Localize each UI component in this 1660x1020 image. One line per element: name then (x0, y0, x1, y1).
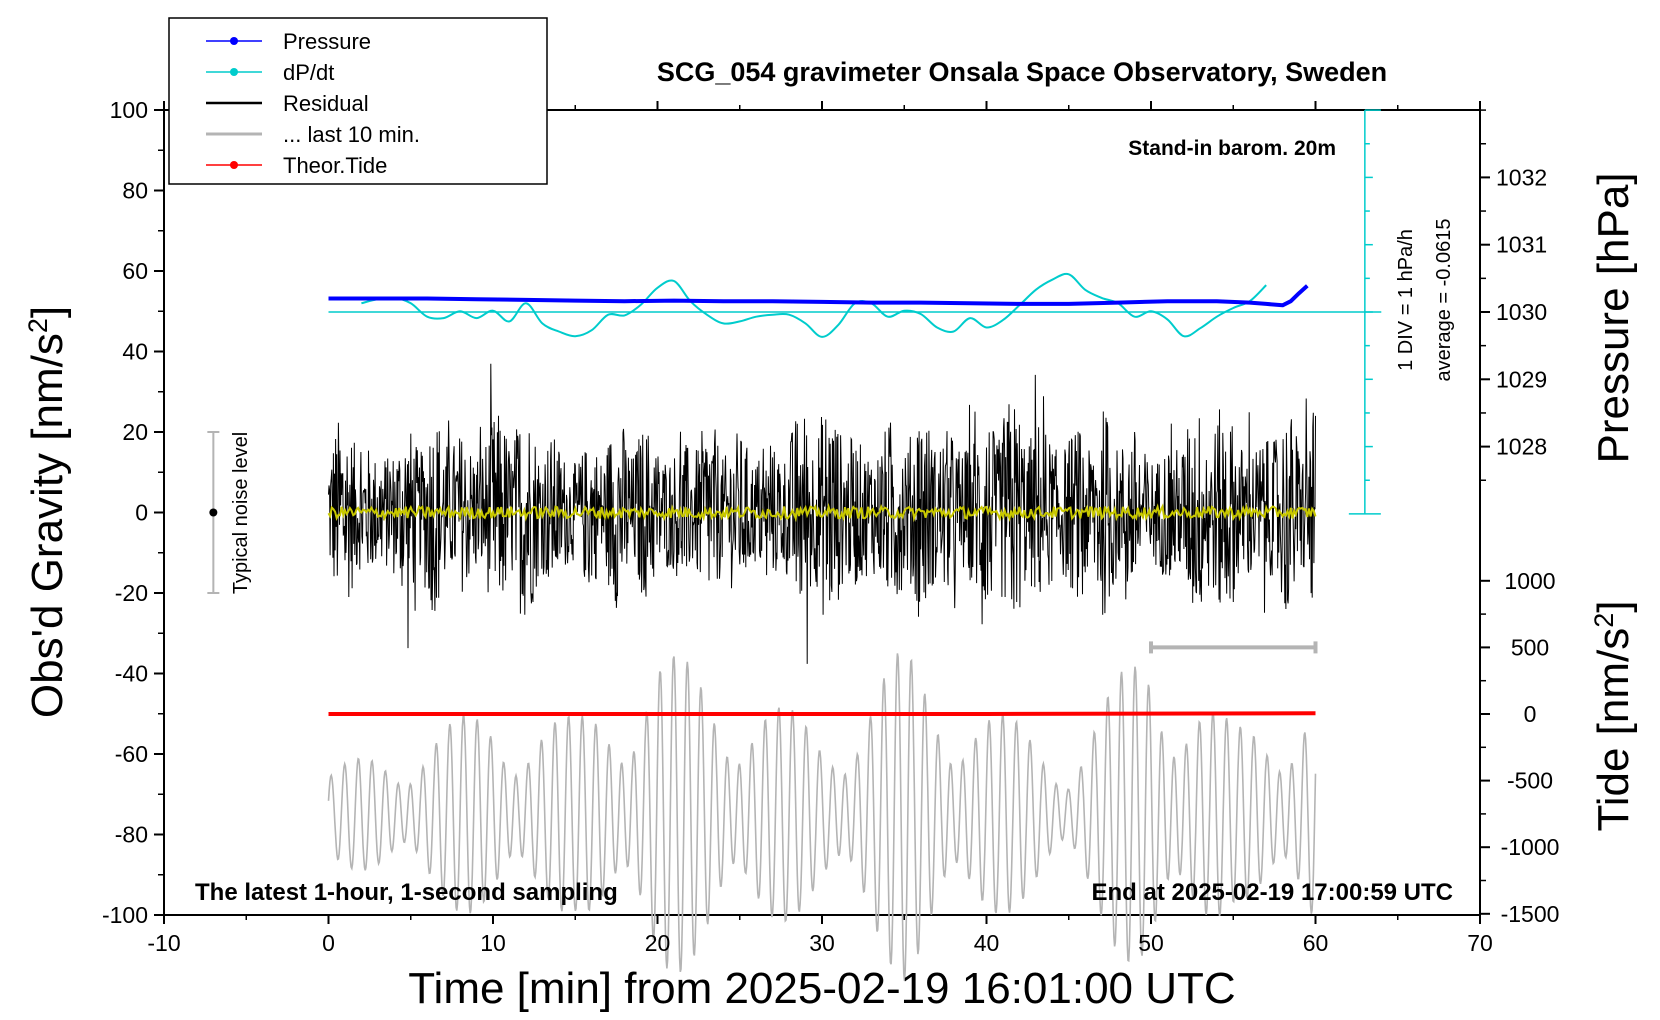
tide-tick-label: 0 (1524, 701, 1537, 727)
last-10-min-line (327, 653, 1317, 981)
legend-label: Residual (283, 91, 369, 116)
tide-tick-label: -500 (1507, 768, 1553, 794)
theor-tide-line (328, 711, 1316, 716)
annotation-div: 1 DIV = 1 hPa/h (1395, 229, 1417, 371)
legend-box (168, 17, 548, 185)
x-tick-label: 30 (809, 930, 835, 956)
x-tick-label: 60 (1303, 930, 1329, 956)
pressure-tick-label: 1028 (1496, 434, 1547, 460)
dpdt-scale (328, 109, 1382, 515)
y-tick-label: -60 (115, 741, 148, 767)
tide-tick-label: 1000 (1504, 568, 1555, 594)
theor-tide-series (328, 711, 1316, 716)
x-tick-label: 50 (1138, 930, 1164, 956)
y-axis-tide-label: Tide [nm/s2] (1589, 600, 1638, 831)
y-tick-label: 20 (122, 419, 148, 445)
x-tick-label: 20 (645, 930, 671, 956)
x-axis-ticks: -10 0 10 20 30 40 50 60 70 (147, 101, 1493, 956)
lowpass-residual-series (327, 502, 1317, 523)
y-axis-left-label-sup: 2 (23, 318, 53, 333)
y-tick-label: -80 (115, 822, 148, 848)
y-axis-left-label: Obs'd Gravity [nm/s2] (23, 306, 72, 718)
legend-label: Pressure (283, 29, 371, 54)
y-axis-left-ticks: 100 80 60 40 20 0 -20 -40 -60 -80 -100 (102, 97, 164, 928)
pressure-tick-label: 1031 (1496, 232, 1547, 258)
x-tick-label: 40 (974, 930, 1000, 956)
pressure-tick-label: 1030 (1496, 299, 1547, 325)
annotation-latest: The latest 1-hour, 1-second sampling (195, 879, 618, 906)
legend-label: Theor.Tide (283, 153, 387, 178)
pressure-line (328, 284, 1309, 308)
y-tick-label: 60 (122, 258, 148, 284)
legend-item: Theor.Tide (206, 153, 387, 178)
legend-marker (230, 161, 238, 169)
annotation-noise: Typical noise level (230, 432, 252, 594)
y-axis-tide-ticks: 1000 500 0 -500 -1000 -1500 (1480, 568, 1559, 927)
legend-item: Residual (206, 91, 369, 116)
x-tick-label: 10 (480, 930, 506, 956)
noise-level-bar (207, 431, 220, 594)
y-tick-label: 0 (135, 500, 148, 526)
legend-label: ... last 10 min. (283, 122, 420, 147)
annotation-barom: Stand-in barom. 20m (1128, 137, 1336, 160)
legend-label: dP/dt (283, 60, 334, 85)
y-tick-label: 100 (110, 97, 148, 123)
legend-item: Pressure (206, 29, 371, 54)
tide-tick-label: -1000 (1501, 834, 1560, 860)
y-tick-label: -100 (102, 902, 148, 928)
legend-marker (230, 68, 238, 76)
x-axis-label: Time [min] from 2025-02-19 16:01:00 UTC (408, 964, 1235, 1013)
y-tick-label: -40 (115, 661, 148, 687)
x-tick-label: 70 (1467, 930, 1493, 956)
legend-item: ... last 10 min. (206, 122, 420, 147)
annotation-average: average = -0.0615 (1433, 219, 1455, 382)
y-axis-pressure-ticks: 1032 1031 1030 1029 1028 (1480, 109, 1547, 481)
noise-bar-dot (209, 508, 218, 517)
y-axis-tide-label-sup: 2 (1589, 613, 1619, 628)
y-axis-pressure-label: Pressure [hPa] (1589, 172, 1638, 463)
x-tick-label: 0 (322, 930, 335, 956)
y-tick-label: 40 (122, 339, 148, 365)
tide-tick-label: 500 (1511, 634, 1549, 660)
pressure-tick-label: 1029 (1496, 366, 1547, 392)
y-tick-label: 80 (122, 178, 148, 204)
pressure-series (328, 284, 1309, 308)
annotation-end: End at 2025-02-19 17:00:59 UTC (1092, 879, 1454, 906)
ten-min-bar (1149, 641, 1318, 654)
y-tick-label: -20 (115, 580, 148, 606)
last-10-min-series (327, 653, 1317, 981)
legend-marker (230, 37, 238, 45)
legend: Pressure dP/dt Residual ... last 10 min. The… (168, 17, 548, 185)
pressure-tick-label: 1032 (1496, 164, 1547, 190)
chart-title: SCG_054 gravimeter Onsala Space Observat… (657, 57, 1387, 87)
tide-tick-label: -1500 (1501, 901, 1560, 927)
x-tick-label: -10 (147, 930, 180, 956)
legend-item: dP/dt (206, 60, 334, 85)
lowpass-line (327, 502, 1317, 523)
